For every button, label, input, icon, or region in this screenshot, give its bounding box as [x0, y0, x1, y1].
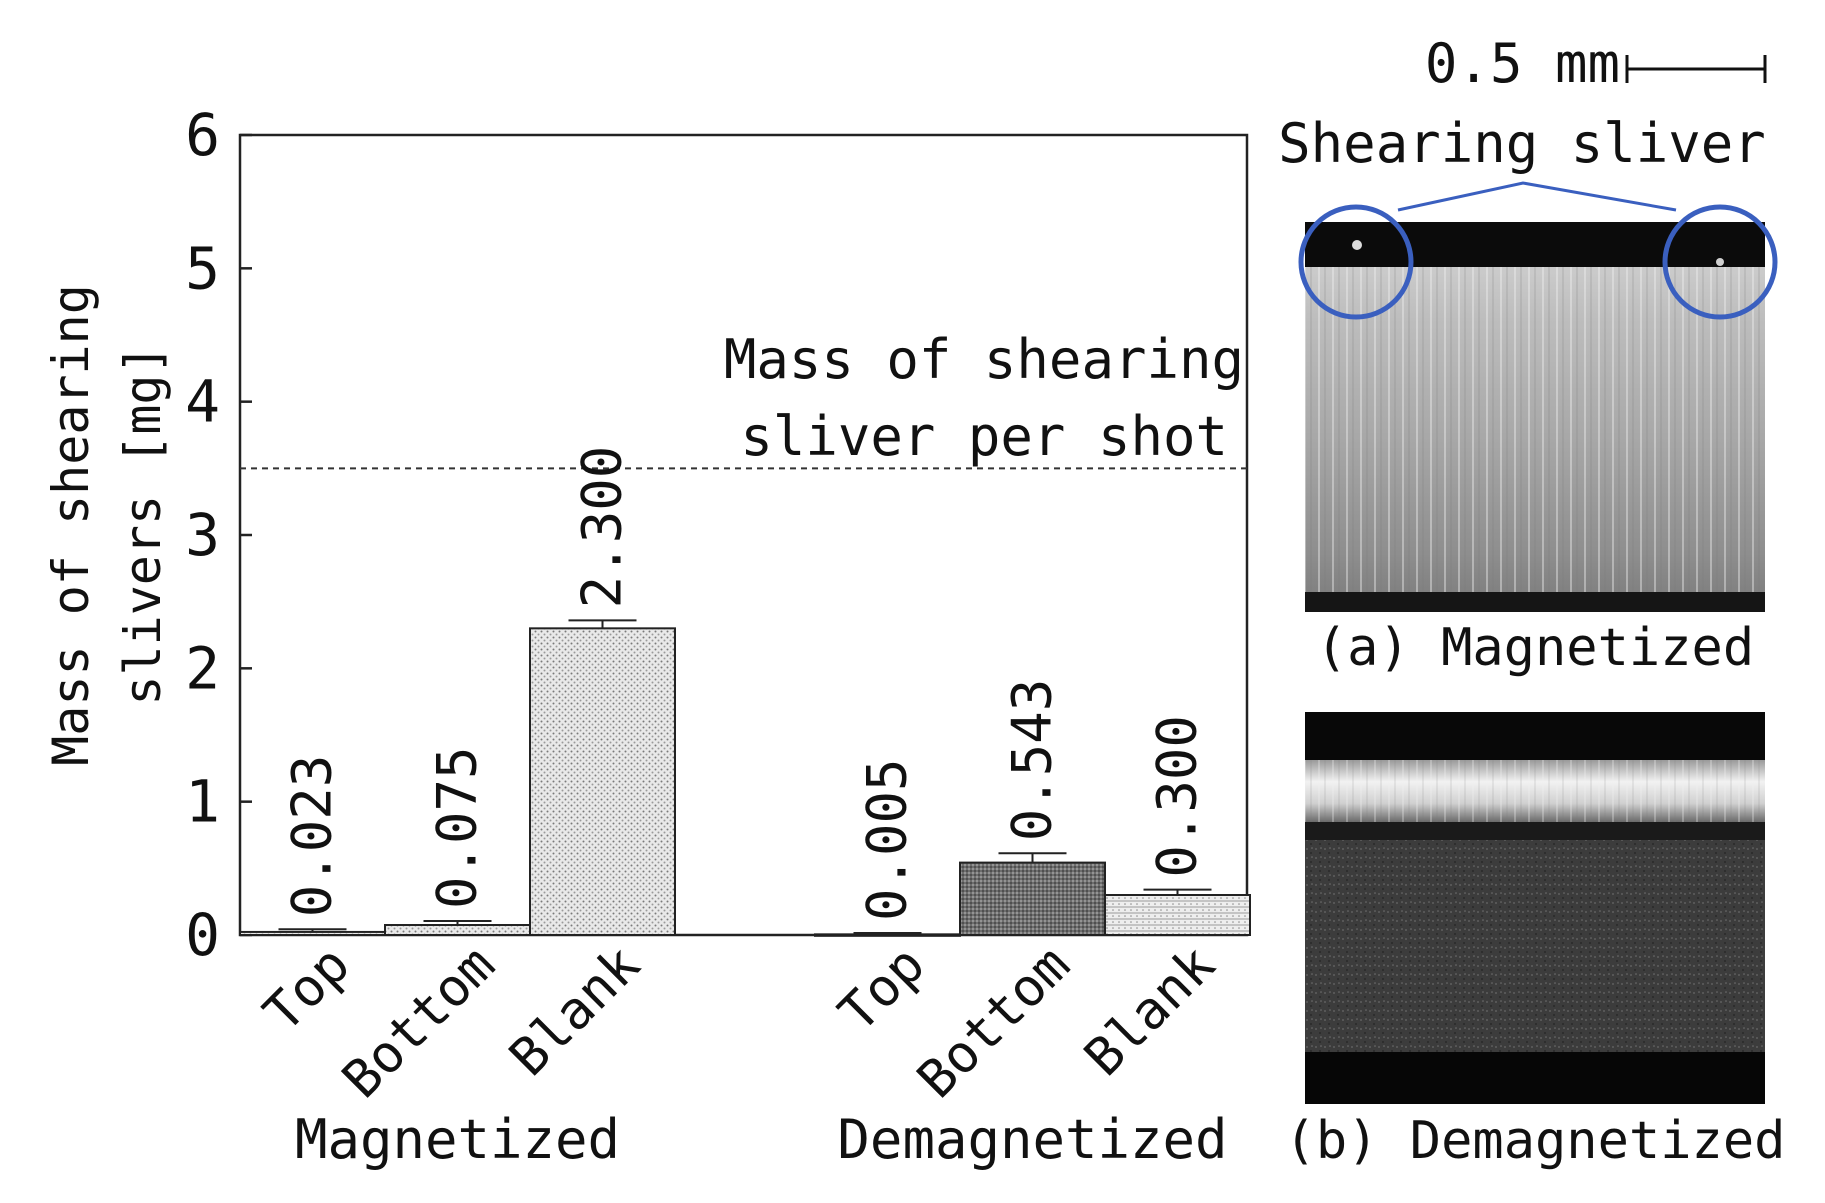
panel-b-caption: (b) Demagnetized	[1285, 1111, 1786, 1171]
data-label: 0.543	[1001, 679, 1064, 842]
category-label: Top	[253, 935, 362, 1044]
bar-magnetized-top	[239, 930, 386, 937]
y-tick-label: 2	[185, 634, 220, 702]
category-label: Bottom	[331, 935, 506, 1110]
bar-demagnetized-bottom	[959, 861, 1106, 936]
callout-lines	[1397, 181, 1677, 212]
y-tick-label: 0	[185, 901, 220, 969]
y-tick-label: 5	[185, 234, 220, 302]
category-label: Blank	[499, 935, 652, 1088]
data-label: 0.300	[1146, 715, 1209, 878]
y-tick-label: 4	[185, 368, 220, 436]
data-label: 2.300	[571, 446, 634, 609]
scale-bar-label: 0.5 mm	[1425, 32, 1620, 95]
y-tick-label: 3	[185, 501, 220, 569]
y-tick-label: 1	[185, 768, 220, 836]
reference-label-line2: sliver per shot	[740, 405, 1228, 468]
callout-label: Shearing sliver	[1278, 112, 1766, 175]
y-axis-title-line2: slivers [mg]	[114, 344, 172, 705]
bars: 0.023 0.075 2.300 0.005 0.543 0.300	[239, 446, 1251, 937]
bar-demagnetized-blank	[1104, 894, 1251, 936]
data-label: 0.023	[281, 755, 344, 918]
panel-a-caption: (a) Magnetized	[1316, 618, 1754, 678]
micrograph-a	[1305, 222, 1765, 612]
y-axis-title-line1: Mass of shearing	[42, 284, 100, 766]
micrograph-b	[1305, 712, 1765, 1104]
y-axis: 0 1 2 3 4 5 6	[185, 101, 252, 969]
scale-bar	[1625, 55, 1767, 83]
data-label: 0.005	[856, 758, 919, 921]
plot-frame	[238, 133, 1249, 937]
group-label: Magnetized	[295, 1108, 620, 1171]
category-label: Top	[828, 935, 937, 1044]
reference-line: Mass of shearing sliver per shot	[240, 328, 1247, 470]
sliver-circle-left	[1298, 204, 1414, 320]
data-label: 0.075	[426, 746, 489, 909]
group-label: Demagnetized	[837, 1108, 1227, 1171]
sliver-circle-right	[1662, 204, 1778, 320]
category-label: Bottom	[906, 935, 1081, 1110]
reference-label-line1: Mass of shearing	[724, 328, 1244, 391]
x-axis-labels: TopBottomBlankMagnetizedTopBottomBlankDe…	[253, 935, 1228, 1171]
bar-magnetized-blank	[529, 627, 676, 936]
y-tick-label: 6	[185, 101, 220, 169]
bar-magnetized-bottom	[384, 924, 531, 936]
category-label: Blank	[1074, 935, 1227, 1088]
bar-demagnetized-top	[814, 933, 961, 937]
